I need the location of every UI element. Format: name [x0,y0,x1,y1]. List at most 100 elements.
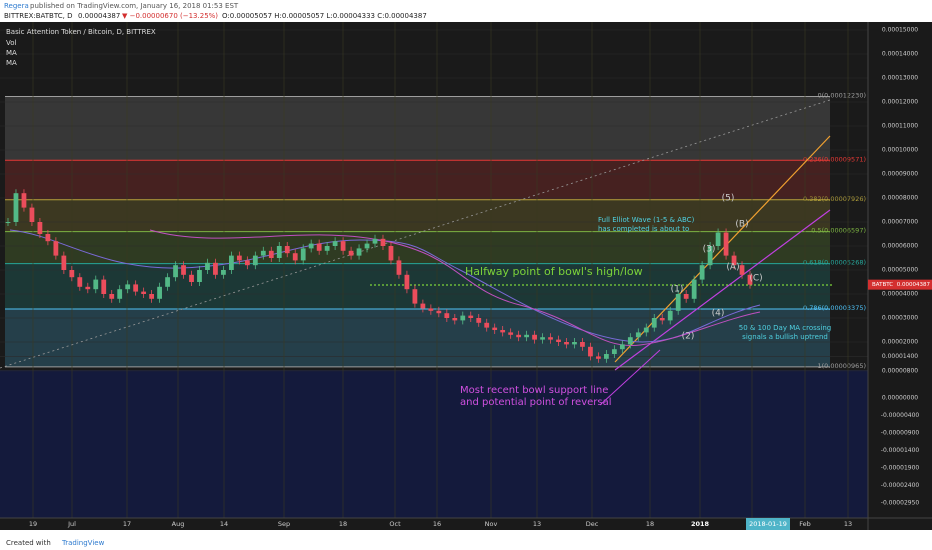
candle-body [284,246,290,254]
candle-body [524,334,529,338]
candle-body [29,207,35,222]
candle-body [37,222,43,234]
candle-body [580,342,585,347]
candle-body [723,232,729,256]
x-tick-label: Sep [278,520,290,528]
x-tick-label: 14 [220,520,228,528]
y-tick-label: 0.00005000 [882,267,918,274]
candle-body [364,243,370,249]
date-tag: 2018-01-19 [749,520,787,528]
candle-body [380,238,386,246]
candle-body [268,250,274,258]
x-tick-label: Nov [485,520,498,528]
candle-body [197,270,202,282]
volume-axis-label: -0.00000400 [881,412,920,419]
candle-body [93,279,99,290]
candle-body [420,303,426,309]
candle-body [316,243,322,251]
candle-body [588,346,593,357]
y-tick-label: 0.00002000 [882,339,918,346]
plot-layer: 0(0.00012230) 0.236(0.00009571) 0.382(0.00… [0,22,868,518]
candle-body [213,262,218,275]
volume-axis-label: -0.00002950 [881,500,920,507]
candle-body [117,289,123,299]
candle-body [619,344,625,350]
y-tick-label: 0.00006000 [882,243,918,250]
y-tick-label: 0.00011000 [882,123,918,130]
x-tick-label: 19 [29,520,37,528]
candle-body [548,337,553,340]
candle-body [564,342,569,345]
candle-body [356,248,362,256]
candle-body [165,277,170,287]
date-tag-bg [746,518,790,530]
candle-body [173,265,178,278]
candle-body [468,315,474,318]
price-tag-symbol: BATBTC [872,282,893,288]
candle-body [101,279,107,294]
fib-zone [5,96,830,161]
candle-body [5,222,11,223]
candle-body [324,246,330,251]
candle-body [500,330,506,333]
y-tick-label: 0.00000800 [882,367,918,374]
candle-body [109,294,115,299]
candle-body [452,318,458,321]
candle-body [667,310,673,321]
candle-body [292,253,298,261]
x-tick-label: 17 [123,520,131,528]
y-tick-label: 0.00010000 [882,147,918,154]
candle-body [149,294,155,299]
x-tick-label: Jul [67,520,76,528]
x-tick-label: Dec [586,520,599,528]
candle-body [484,322,490,328]
annotation: (C) [749,274,762,284]
fib-zone [5,309,830,367]
candle-body [428,308,434,311]
annotation: (2) [682,332,695,342]
footer-brand[interactable]: TradingView [61,539,105,547]
x-tick-label: 16 [433,520,441,528]
candle-body [85,286,91,290]
volume-axis-label: -0.00002400 [881,482,920,489]
x-tick-label: 13 [844,520,852,528]
fib-label: 0(0.00012230) [818,91,867,99]
annotation: (1) [671,285,684,295]
candle-body [77,277,83,287]
candle-body [141,291,147,294]
channel-upper [614,135,831,363]
candle-body [444,313,450,318]
annotation: Halfway point of bowl's high/low [465,265,643,278]
candle-body [13,193,19,222]
y-tick-label: 0.00014000 [882,51,918,58]
x-tick-label: 18 [646,520,654,528]
candle-body [596,356,601,359]
author[interactable]: Regera [4,2,29,10]
fib-label: 0.236(0.00009571) [803,155,866,163]
annotation: has completed is about to [598,225,689,233]
candle-body [205,262,210,270]
candle-body [181,265,186,275]
ma-line [9,229,761,343]
fib-label: 0.786(0.00003375) [803,304,866,312]
candle-body [683,294,689,299]
legend-title: Basic Attention Token / Bitcoin, D, BITT… [6,28,156,36]
candle-body [372,238,378,244]
candle-body [611,349,617,354]
y-tick-label: 0.00003000 [882,315,918,322]
ma-line [149,229,761,347]
candle-body [572,342,577,345]
candle-body [691,279,697,299]
published: published on TradingView.com, January 16… [30,2,239,10]
volume-axis-label: 0.00000000 [882,395,918,402]
fib-zone [5,199,830,232]
candle-body [189,274,194,282]
candle-body [412,289,418,304]
candle-body [627,337,633,345]
candle-body [340,241,346,251]
annotation: (A) [726,263,739,273]
price-tag-price: 0.00004387 [897,282,931,288]
candle-body [532,334,537,340]
annotation: (5) [722,194,735,204]
candle-body [707,246,713,266]
